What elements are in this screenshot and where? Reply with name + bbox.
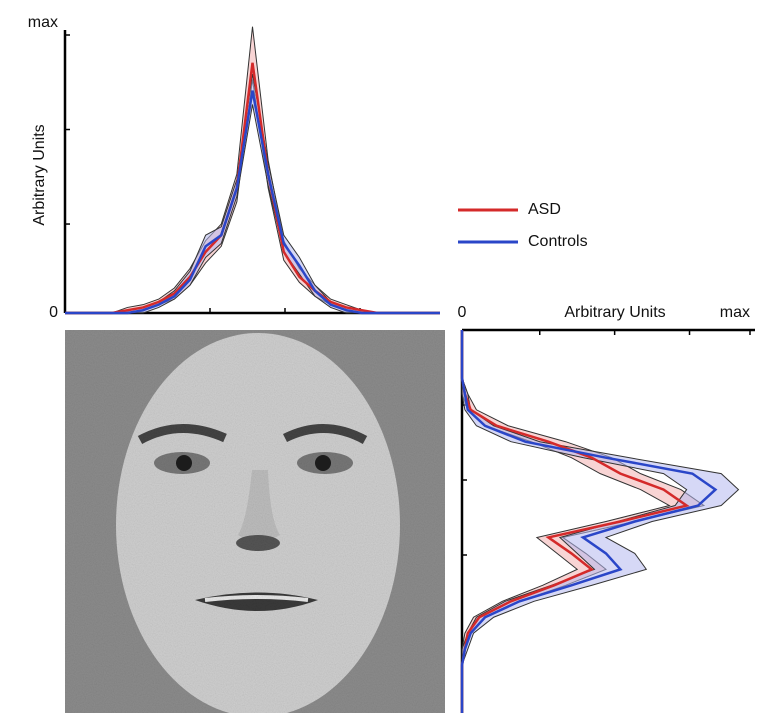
y-tick-label: 0: [49, 304, 58, 321]
band-edge: [65, 79, 440, 314]
confidence-band: [462, 330, 739, 713]
legend-label: Controls: [528, 233, 588, 250]
band-edge: [461, 330, 706, 713]
legend-label: ASD: [528, 201, 561, 218]
mean-line: [460, 330, 718, 713]
band-edge: [65, 104, 440, 314]
mean-line: [65, 90, 440, 315]
legend: ASD Controls: [458, 201, 588, 250]
band-edge: [461, 330, 740, 713]
face-image: [65, 330, 445, 717]
confidence-band: [65, 73, 440, 313]
y-axis-label: Arbitrary Units: [31, 124, 48, 225]
x-tick-label: max: [720, 304, 750, 321]
band-edge: [65, 73, 440, 314]
x-tick-label: 0: [458, 304, 467, 321]
x-axis-label: Arbitrary Units: [564, 304, 665, 321]
y-tick-label: max: [28, 14, 58, 31]
confidence-band: [462, 330, 704, 713]
